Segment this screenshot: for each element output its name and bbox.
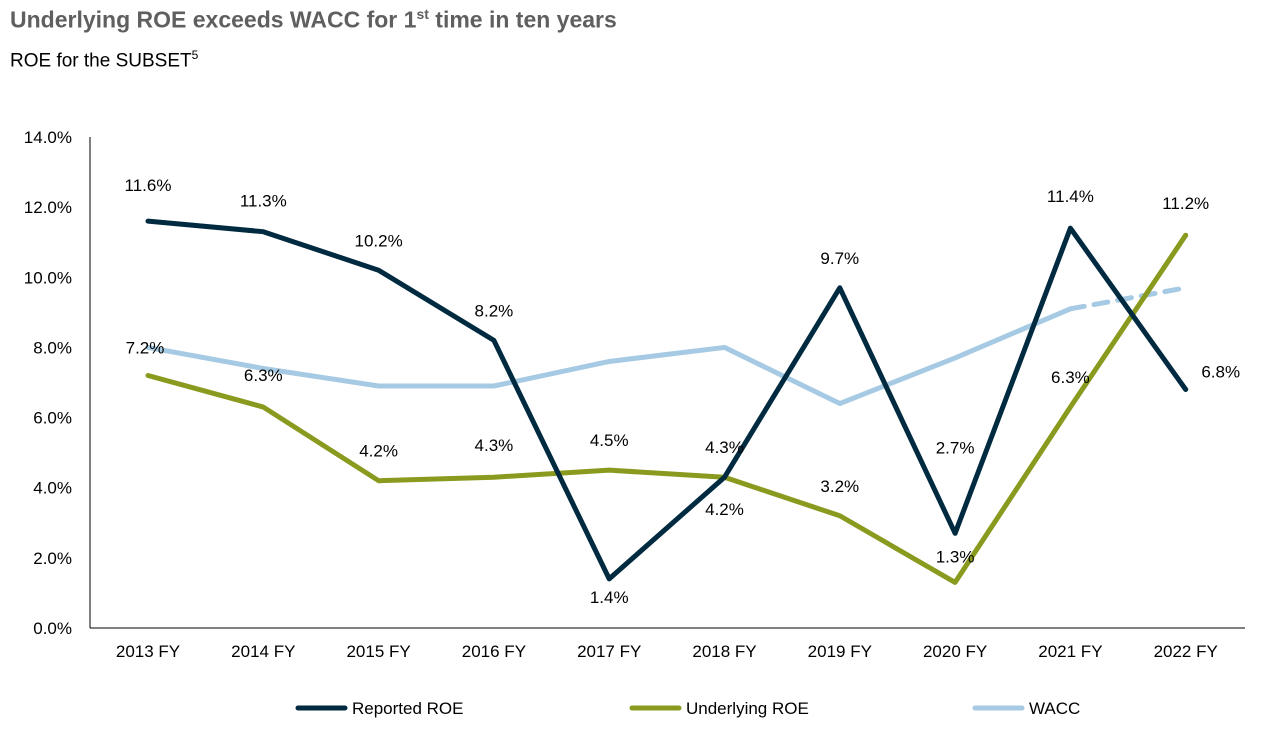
- y-tick-label: 4.0%: [33, 479, 72, 498]
- data-label: 8.2%: [475, 301, 514, 320]
- data-label: 11.2%: [1162, 194, 1209, 213]
- title-superscript: st: [416, 6, 429, 22]
- legend-label: WACC: [1029, 699, 1080, 718]
- x-tick-label: 2013 FY: [116, 642, 180, 661]
- data-label: 4.2%: [705, 500, 744, 519]
- x-tick-label: 2014 FY: [231, 642, 295, 661]
- x-tick-label: 2022 FY: [1154, 642, 1218, 661]
- y-tick-label: 10.0%: [24, 268, 72, 287]
- x-tick-label: 2020 FY: [923, 642, 987, 661]
- data-label: 11.3%: [240, 192, 287, 211]
- data-label: 11.4%: [1047, 187, 1094, 206]
- legend-label: Reported ROE: [352, 699, 464, 718]
- y-tick-label: 0.0%: [33, 619, 72, 638]
- chart-title: Underlying ROE exceeds WACC for 1st time…: [10, 6, 617, 34]
- data-label: 9.7%: [820, 249, 859, 268]
- data-label: 1.4%: [590, 588, 629, 607]
- data-label: 3.2%: [820, 477, 859, 496]
- data-label: 1.3%: [936, 547, 975, 566]
- data-label: 7.2%: [126, 338, 165, 357]
- x-tick-label: 2021 FY: [1038, 642, 1102, 661]
- legend-label: Underlying ROE: [686, 699, 809, 718]
- title-text-end: time in ten years: [428, 6, 617, 33]
- data-label: 6.3%: [1051, 368, 1090, 387]
- data-label: 4.2%: [359, 442, 398, 461]
- x-tick-label: 2019 FY: [808, 642, 872, 661]
- y-tick-label: 6.0%: [33, 409, 72, 428]
- title-text: Underlying ROE exceeds WACC for 1: [10, 6, 417, 33]
- data-label: 4.3%: [475, 436, 514, 455]
- series-line-wacc: [145, 306, 1073, 407]
- chart-subtitle: ROE for the SUBSET5: [10, 48, 198, 72]
- x-tick-label: 2015 FY: [346, 642, 410, 661]
- data-label: 11.6%: [125, 176, 172, 195]
- x-tick-label: 2016 FY: [462, 642, 526, 661]
- series-line-underlying-roe: [145, 232, 1189, 585]
- data-label: 2.7%: [936, 438, 975, 457]
- x-tick-label: 2018 FY: [692, 642, 756, 661]
- y-tick-label: 8.0%: [33, 338, 72, 357]
- series-line-dashed-wacc: [1067, 285, 1189, 312]
- subtitle-text: ROE for the SUBSET: [10, 50, 192, 72]
- y-tick-label: 2.0%: [33, 549, 72, 568]
- subtitle-footnote: 5: [191, 48, 199, 62]
- y-tick-label: 14.0%: [24, 128, 72, 147]
- data-label: 4.3%: [705, 438, 744, 457]
- x-tick-label: 2017 FY: [577, 642, 641, 661]
- data-label: 4.5%: [590, 431, 629, 450]
- data-label: 6.8%: [1201, 363, 1240, 382]
- data-label: 6.3%: [244, 366, 283, 385]
- y-tick-label: 12.0%: [24, 198, 72, 217]
- data-label: 10.2%: [354, 231, 402, 250]
- series-line-reported-roe: [145, 218, 1189, 582]
